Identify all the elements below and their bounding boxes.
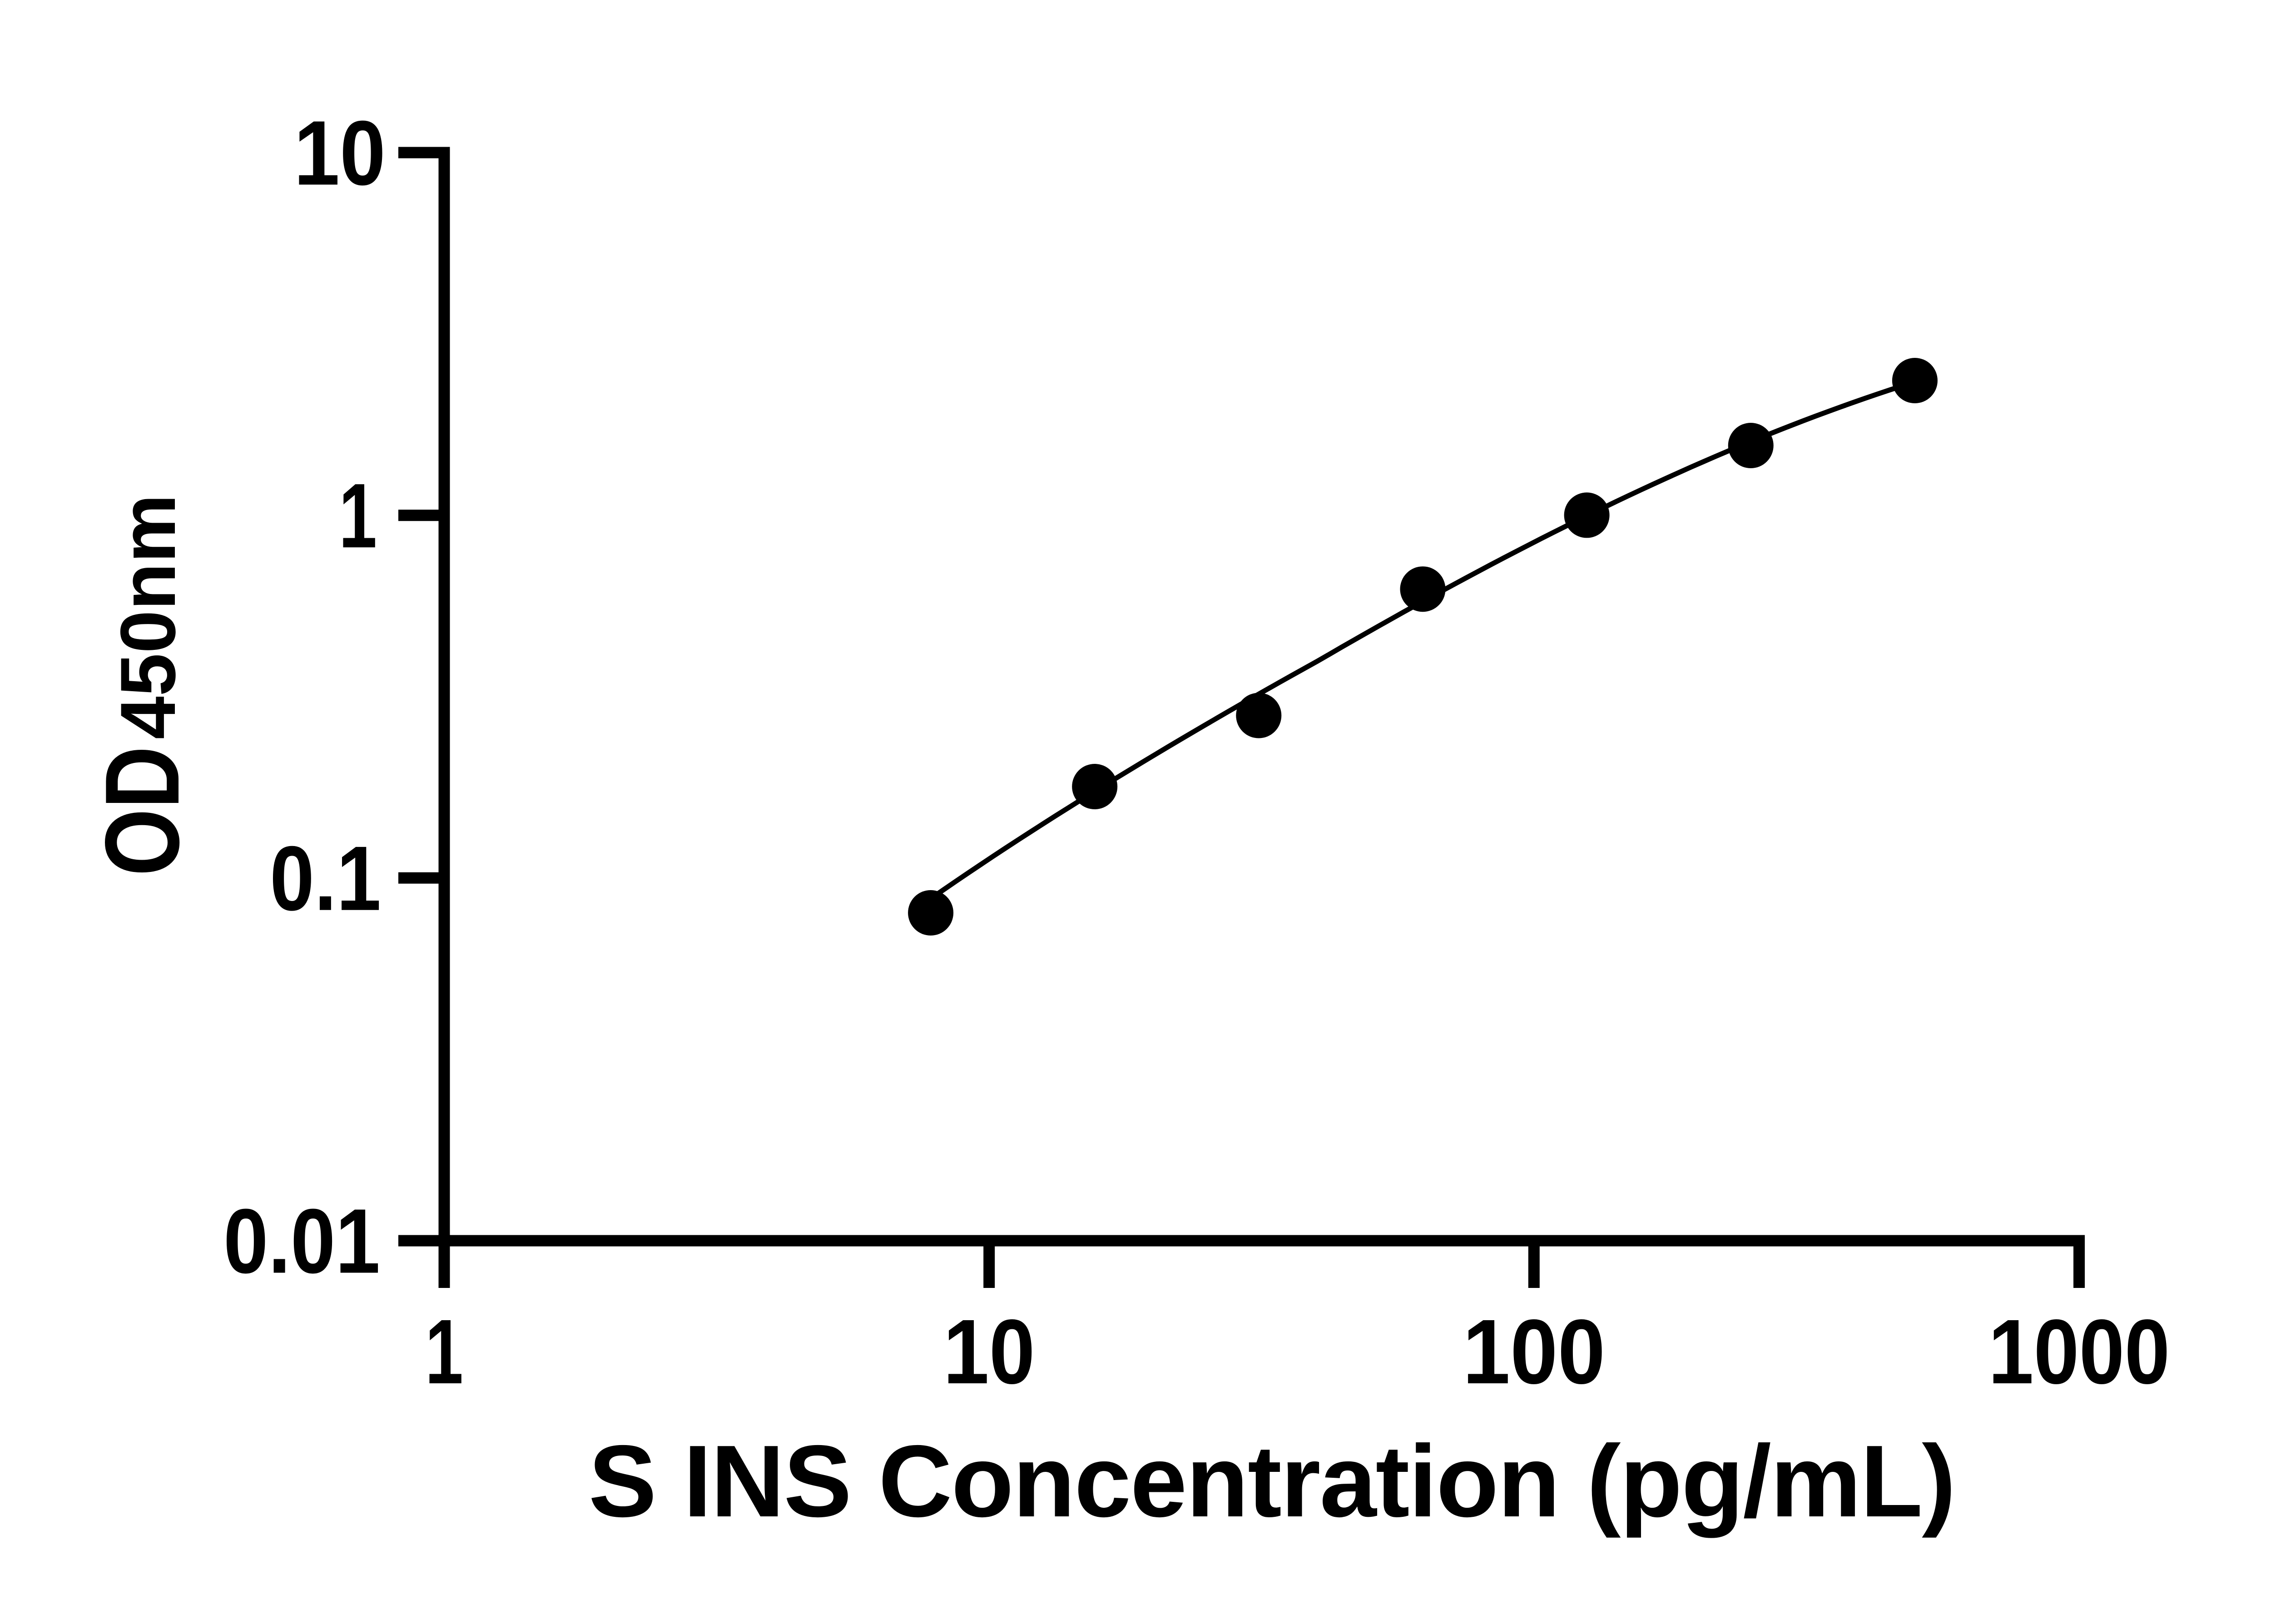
svg-text:0.1: 0.1	[270, 827, 381, 930]
svg-text:OD: OD	[84, 746, 201, 876]
svg-text:1000: 1000	[1988, 1300, 2170, 1403]
svg-text:450nm: 450nm	[104, 494, 192, 739]
svg-text:10: 10	[943, 1300, 1035, 1403]
svg-text:1: 1	[425, 1300, 463, 1403]
svg-text:0.01: 0.01	[223, 1190, 380, 1292]
svg-text:S INS Concentration (pg/mL): S INS Concentration (pg/mL)	[589, 1424, 1955, 1538]
svg-text:1: 1	[339, 464, 377, 567]
svg-text:100: 100	[1463, 1300, 1605, 1403]
svg-text:10: 10	[294, 102, 386, 204]
